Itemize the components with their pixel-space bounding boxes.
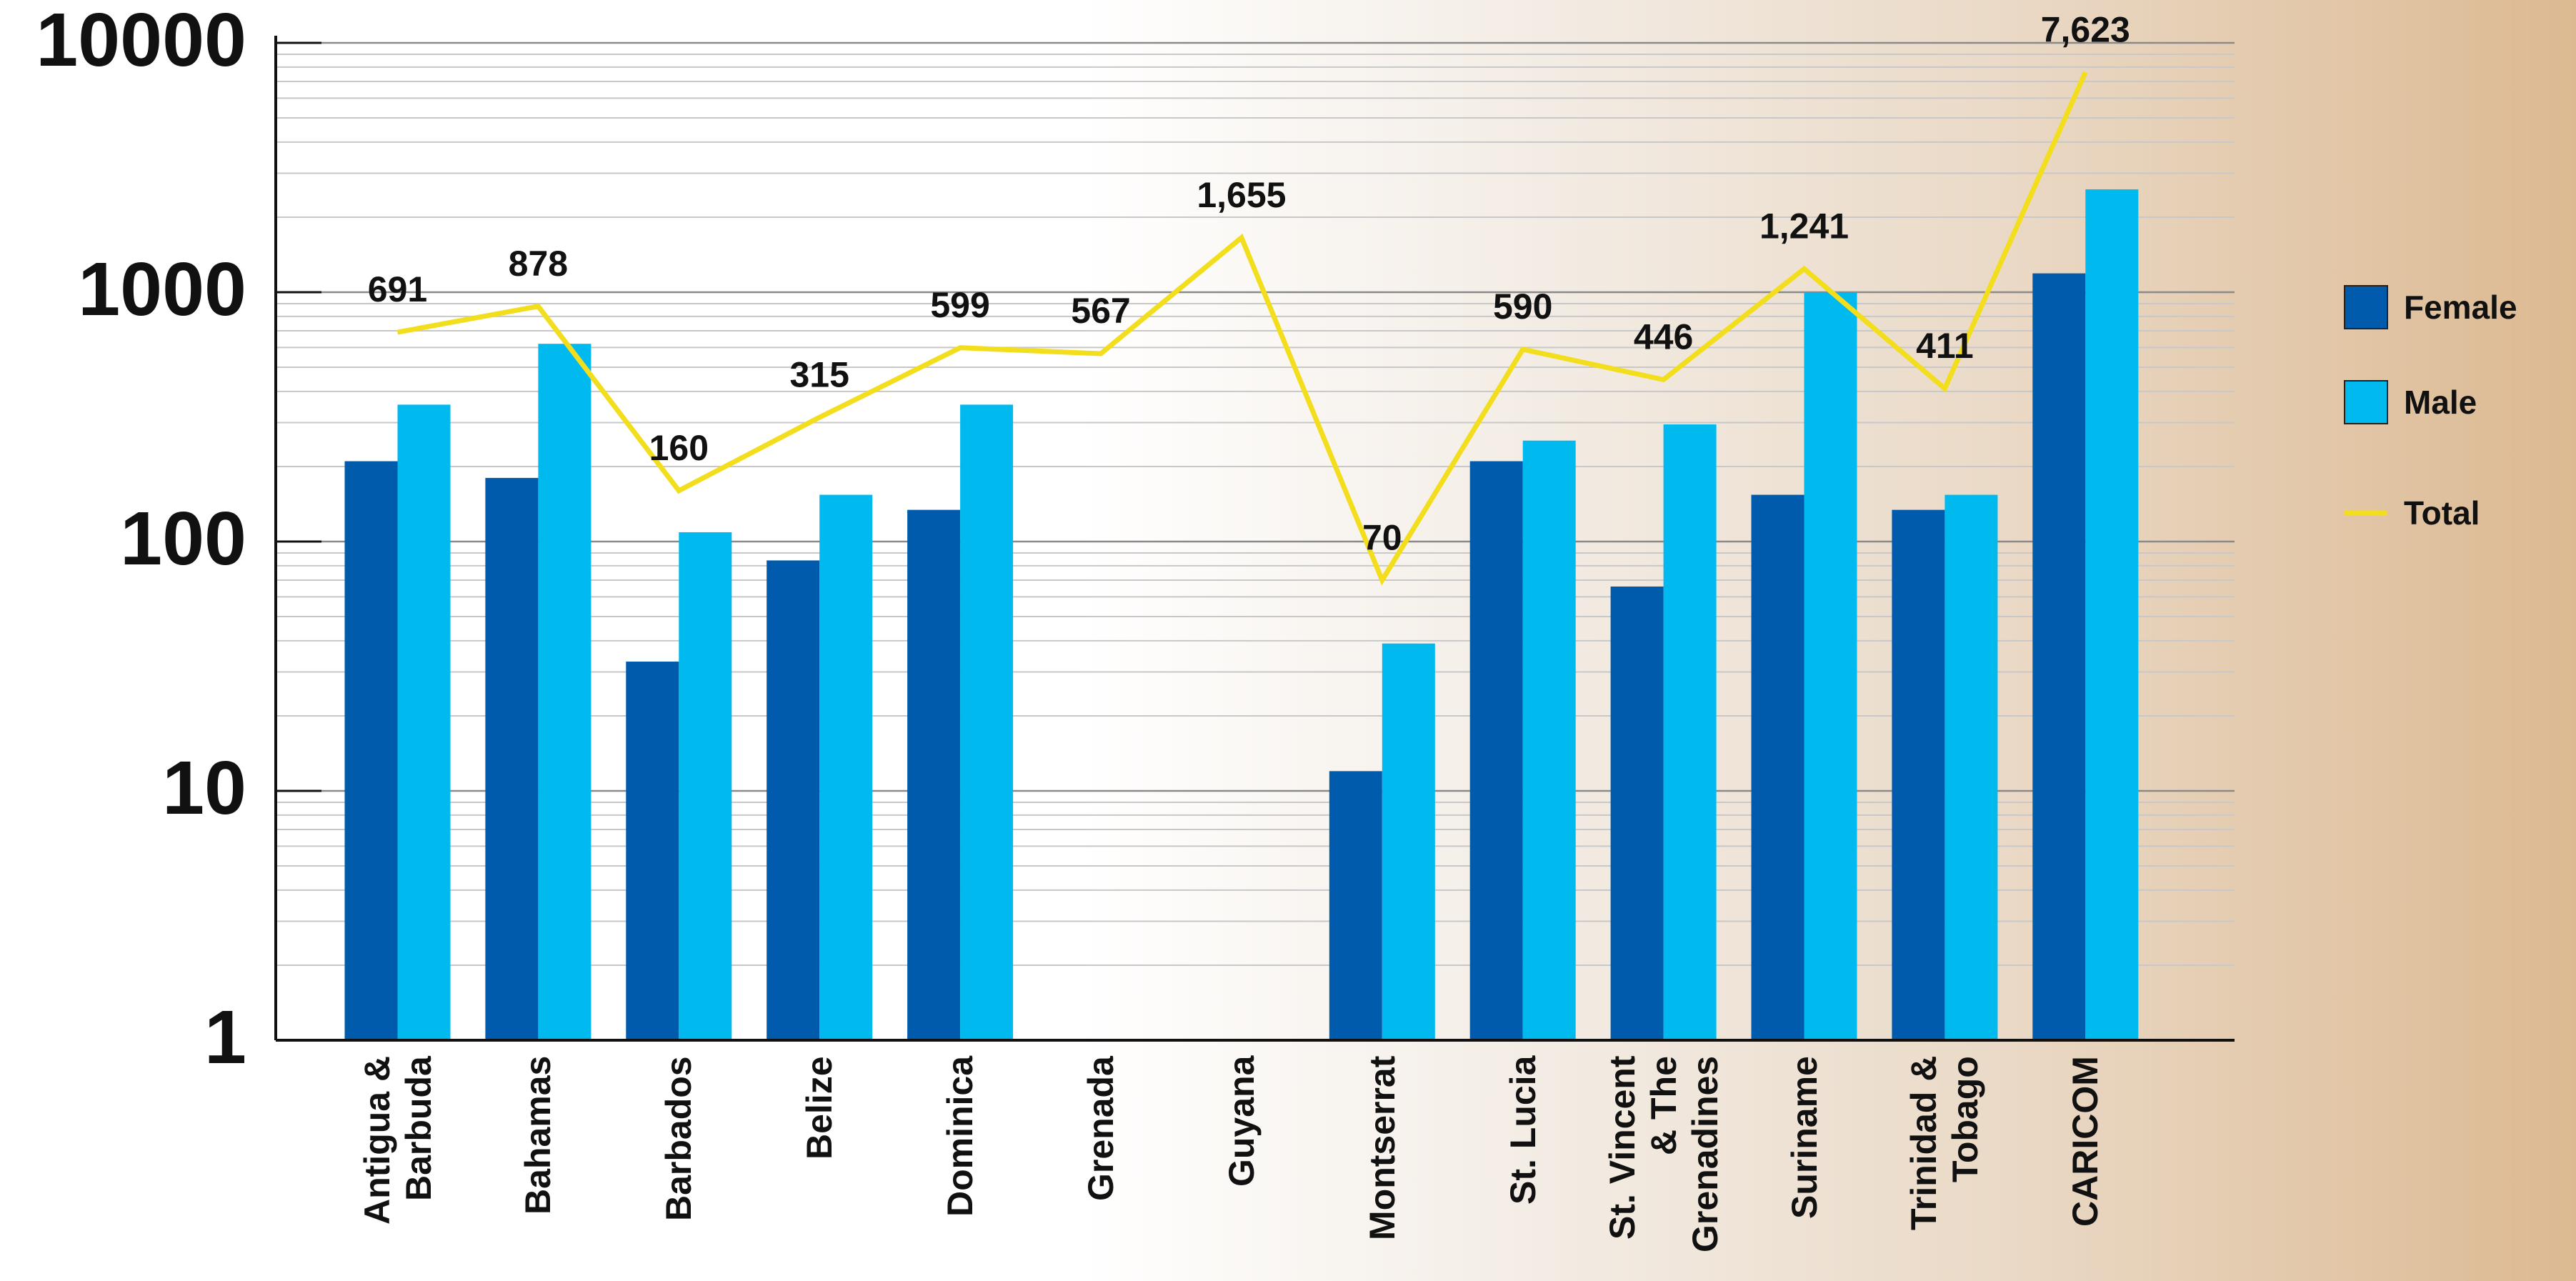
bar [1522, 440, 1576, 1040]
data-label: 160 [649, 428, 709, 468]
data-label: 599 [930, 285, 989, 325]
bar [1663, 424, 1717, 1040]
legend-label: Female [2404, 289, 2517, 326]
x-tick-label: Montserrat [1362, 1056, 1402, 1241]
x-tick-label: St. Vincent & The Grenadines [1602, 1056, 1725, 1253]
bar [907, 509, 961, 1040]
x-tick-label: Antigua & Barbuda [356, 1056, 439, 1225]
x-tick-label: Grenada [1081, 1056, 1121, 1201]
y-tick-label: 1000 [78, 247, 246, 332]
y-tick-label: 1 [204, 995, 246, 1080]
legend-swatch [2344, 380, 2388, 424]
data-label: 878 [509, 244, 568, 284]
bar [485, 477, 539, 1040]
bar [679, 532, 732, 1040]
bar [538, 344, 591, 1040]
bar [1469, 461, 1523, 1040]
y-tick-label: 10000 [36, 0, 246, 82]
data-label: 691 [368, 269, 427, 309]
bar [2032, 273, 2086, 1040]
total-line [396, 71, 2088, 586]
legend-swatch [2344, 285, 2388, 329]
data-label: 411 [1916, 326, 1974, 366]
bar [1382, 643, 1435, 1040]
data-label: 590 [1493, 286, 1552, 327]
data-label: 315 [789, 354, 849, 394]
data-label: 1,655 [1197, 175, 1286, 215]
data-label: 70 [1362, 517, 1402, 557]
data-label: 446 [1634, 317, 1693, 357]
bar [1329, 771, 1382, 1040]
x-tick-label: Bahamas [518, 1056, 559, 1215]
x-tick-label: St. Lucia [1502, 1056, 1543, 1205]
data-label: 1,241 [1759, 206, 1849, 246]
x-tick-label: CARICOM [2065, 1056, 2106, 1227]
legend-label: Male [2404, 384, 2477, 421]
data-label: 7,623 [2041, 9, 2130, 49]
data-label: 567 [1071, 291, 1130, 331]
x-tick-label: Guyana [1221, 1056, 1262, 1187]
bar [397, 404, 451, 1040]
bar [2085, 189, 2139, 1040]
y-tick-label: 10 [162, 746, 246, 830]
bar [344, 461, 398, 1040]
bar [1945, 494, 1998, 1040]
y-tick-label: 100 [120, 497, 246, 581]
x-tick-label: Suriname [1784, 1056, 1824, 1219]
bar [819, 494, 873, 1040]
bar [1610, 586, 1664, 1040]
x-tick-label: Barbados [659, 1056, 699, 1221]
x-tick-label: Trinidad & Tobago [1904, 1056, 1986, 1231]
bar [1804, 292, 1857, 1040]
bar [1751, 494, 1804, 1040]
legend-label: Total [2404, 494, 2480, 532]
x-tick-label: Belize [799, 1056, 840, 1160]
bar [960, 404, 1014, 1040]
bar [626, 662, 679, 1040]
bar [767, 560, 820, 1040]
x-tick-label: Dominica [940, 1056, 981, 1217]
bar [1892, 509, 1945, 1040]
